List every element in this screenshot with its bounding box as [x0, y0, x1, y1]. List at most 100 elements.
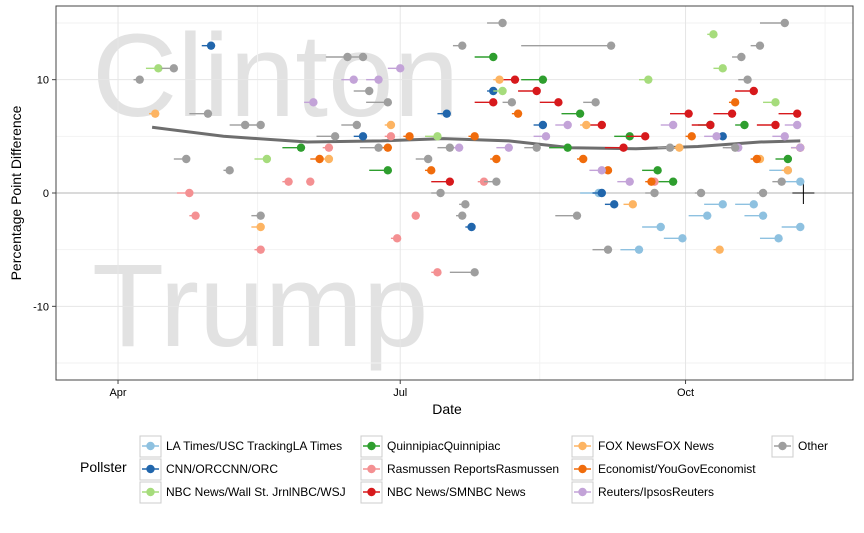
poll-point	[796, 222, 805, 232]
poll-point	[650, 188, 659, 198]
legend-key-dot	[578, 487, 587, 497]
poll-point	[479, 177, 489, 186]
poll-point	[454, 143, 464, 152]
y-tick-label: -10	[33, 301, 49, 313]
poll-point	[423, 154, 433, 164]
legend-label: Rasmussen ReportsRasmussen	[387, 462, 559, 476]
legend-key-dot	[146, 487, 155, 497]
poll-point	[718, 132, 727, 141]
poll-point	[383, 98, 393, 107]
poll-point	[309, 98, 318, 107]
legend-label: CNN/ORCCNN/ORC	[166, 462, 278, 476]
poll-point	[792, 120, 802, 130]
poll-point	[740, 120, 749, 130]
poll-point	[653, 166, 662, 175]
poll-point	[436, 188, 445, 198]
poll-point	[774, 234, 783, 243]
poll-point	[656, 222, 665, 232]
poll-point	[684, 109, 693, 118]
legend-title: Pollster	[80, 459, 127, 475]
poll-point	[780, 18, 789, 28]
y-tick-label: 0	[43, 188, 49, 200]
poll-point	[324, 143, 334, 152]
poll-point	[352, 120, 362, 130]
x-tick-label: Oct	[677, 387, 694, 399]
poll-point	[349, 75, 358, 84]
poll-point	[296, 143, 306, 152]
poll-point	[532, 143, 541, 152]
poll-point	[495, 75, 504, 84]
poll-point	[256, 222, 265, 232]
poll-point	[532, 86, 541, 96]
poll-point	[668, 177, 678, 186]
poll-point	[383, 143, 393, 152]
poll-point	[445, 177, 455, 186]
x-tick-label: Jul	[393, 387, 407, 399]
legend-key-dot	[146, 441, 155, 451]
legend-label: Economist/YouGovEconomist	[598, 462, 756, 476]
poll-point	[492, 177, 501, 186]
poll-point	[433, 268, 442, 277]
poll-point	[597, 188, 607, 198]
poll-point	[737, 52, 746, 62]
poll-point	[256, 211, 265, 220]
poll-point	[597, 166, 607, 175]
poll-point	[470, 132, 479, 141]
legend-label: Reuters/IpsosReuters	[598, 485, 714, 499]
poll-point	[796, 143, 805, 152]
trend-line	[151, 125, 801, 151]
poll-point	[780, 132, 789, 141]
legend-key-dot	[578, 464, 587, 474]
poll-point	[796, 177, 805, 186]
poll-point	[758, 188, 768, 198]
poll-point	[256, 120, 265, 130]
poll-point	[591, 98, 600, 107]
poll-point	[182, 154, 191, 164]
poll-point	[777, 177, 786, 186]
legend-label: Other	[798, 439, 828, 453]
poll-point	[771, 98, 780, 107]
poll-point	[374, 75, 383, 84]
legend-key-dot	[778, 441, 787, 451]
poll-point	[634, 245, 644, 254]
legend-key-dot	[146, 464, 155, 474]
data-points	[133, 18, 805, 277]
poll-point	[427, 166, 436, 175]
legend-key-dot	[367, 464, 376, 474]
poll-point	[603, 245, 613, 254]
poll-point	[678, 234, 687, 243]
poll-point	[458, 41, 467, 50]
poll-point	[644, 75, 653, 84]
legend-key-dot	[578, 441, 587, 451]
poll-point	[727, 109, 737, 118]
poll-point	[610, 200, 619, 209]
poll-point	[256, 245, 265, 254]
poll-point	[206, 41, 216, 50]
poll-point	[315, 154, 324, 164]
poll-point	[575, 109, 585, 118]
poll-point	[709, 30, 718, 39]
poll-point	[597, 120, 607, 130]
poll-point	[783, 166, 793, 175]
legend-key-dot	[367, 487, 376, 497]
poll-point	[582, 120, 591, 130]
poll-point	[706, 120, 715, 130]
poll-point	[606, 41, 616, 50]
poll-point	[730, 98, 740, 107]
poll-point	[628, 200, 638, 209]
poll-point	[330, 132, 340, 141]
poll-point	[191, 211, 200, 220]
poll-point	[792, 109, 802, 118]
poll-point	[185, 188, 194, 198]
y-axis-title: Percentage Point Difference	[8, 105, 24, 280]
poll-point	[458, 211, 467, 220]
poll-point	[386, 132, 396, 141]
poll-point	[262, 154, 272, 164]
legend-label: FOX NewsFOX News	[598, 439, 714, 453]
poll-point	[433, 132, 442, 141]
poll-point	[541, 132, 551, 141]
x-tick-label: Apr	[109, 387, 126, 399]
poll-point	[343, 52, 352, 62]
poll-point	[492, 154, 501, 164]
